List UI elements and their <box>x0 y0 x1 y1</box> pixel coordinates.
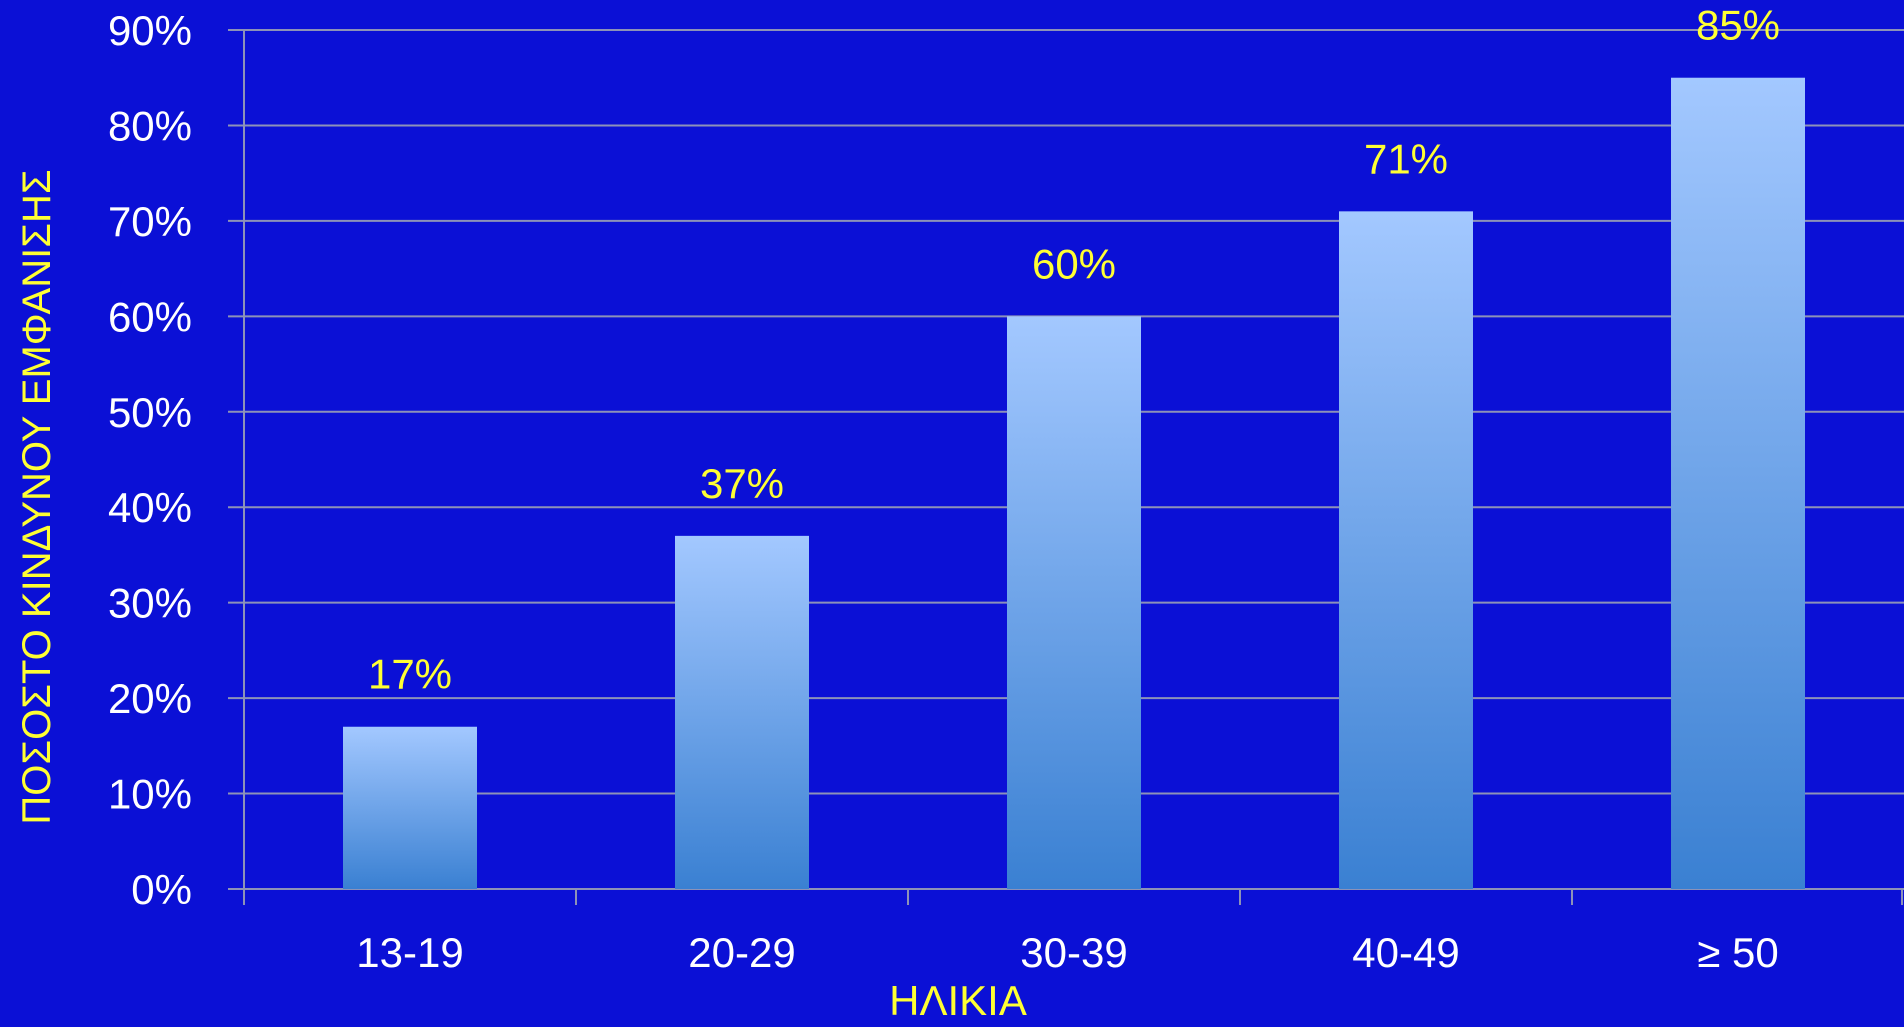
y-tick-label: 40% <box>108 484 192 531</box>
y-tick-label: 70% <box>108 198 192 245</box>
labels: 0% 10% 20% 30% 40% 50% 60% 70% 80% 90% 17% 13-19 37%… <box>15 2 1780 1024</box>
y-tick-label: 10% <box>108 771 192 818</box>
bar <box>1671 77 1805 889</box>
y-tick-label: 20% <box>108 675 192 722</box>
bars <box>343 77 1805 889</box>
y-tick-label: 50% <box>108 389 192 436</box>
y-tick-label: 30% <box>108 580 192 627</box>
x-tick-label: 20-29 <box>688 929 795 976</box>
data-label: 37% <box>700 460 784 507</box>
bar <box>1339 211 1473 889</box>
data-label: 17% <box>368 651 452 698</box>
y-axis-title: ΠΟΣΟΣΤΟ ΚΙΝΔΥΝΟΥ ΕΜΦΑΝΙΣΗΣ <box>15 169 59 824</box>
y-tick-label: 0% <box>131 866 192 913</box>
x-tick-label: 30-39 <box>1020 929 1127 976</box>
data-label: 85% <box>1696 2 1780 49</box>
y-tick-label: 90% <box>108 7 192 54</box>
y-tick-label: 60% <box>108 293 192 340</box>
data-label: 60% <box>1032 240 1116 287</box>
x-tick-label: ≥ 50 <box>1697 929 1778 976</box>
x-tick-label: 13-19 <box>356 929 463 976</box>
x-axis-title: ΗΛΙΚΙΑ <box>889 977 1027 1022</box>
bar <box>1007 316 1141 889</box>
x-tick-label: 40-49 <box>1352 929 1459 976</box>
bar <box>675 535 809 889</box>
y-tick-label: 80% <box>108 102 192 149</box>
bar <box>343 726 477 889</box>
data-label: 71% <box>1364 135 1448 182</box>
